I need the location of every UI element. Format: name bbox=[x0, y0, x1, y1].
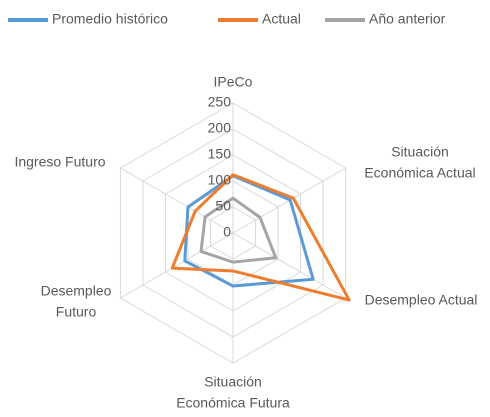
legend-label: Actual bbox=[262, 11, 301, 27]
spoke bbox=[120, 232, 234, 299]
category-label: Desempleo Actual bbox=[365, 292, 478, 308]
spoke bbox=[232, 232, 346, 299]
category-label: Situación Económica Actual bbox=[364, 143, 475, 180]
r-tick-label: 250 bbox=[208, 94, 232, 110]
series-line bbox=[183, 174, 315, 288]
r-tick-label: 100 bbox=[208, 172, 232, 188]
r-tick-label: 50 bbox=[215, 198, 231, 214]
category-label: Desempleo Futuro bbox=[41, 282, 112, 319]
r-tick-label: 0 bbox=[223, 224, 231, 240]
r-tick-label: 150 bbox=[208, 146, 232, 162]
category-label: Ingreso Futuro bbox=[14, 154, 105, 170]
spoke bbox=[120, 167, 234, 234]
legend-label: Año anterior bbox=[369, 11, 446, 27]
category-label: IPeCo bbox=[214, 74, 253, 90]
series-line bbox=[170, 173, 351, 302]
category-label: Situación Económica Futura bbox=[176, 373, 290, 410]
legend-label: Promedio histórico bbox=[52, 11, 168, 27]
r-tick-label: 200 bbox=[208, 120, 232, 136]
series-line bbox=[199, 196, 278, 264]
